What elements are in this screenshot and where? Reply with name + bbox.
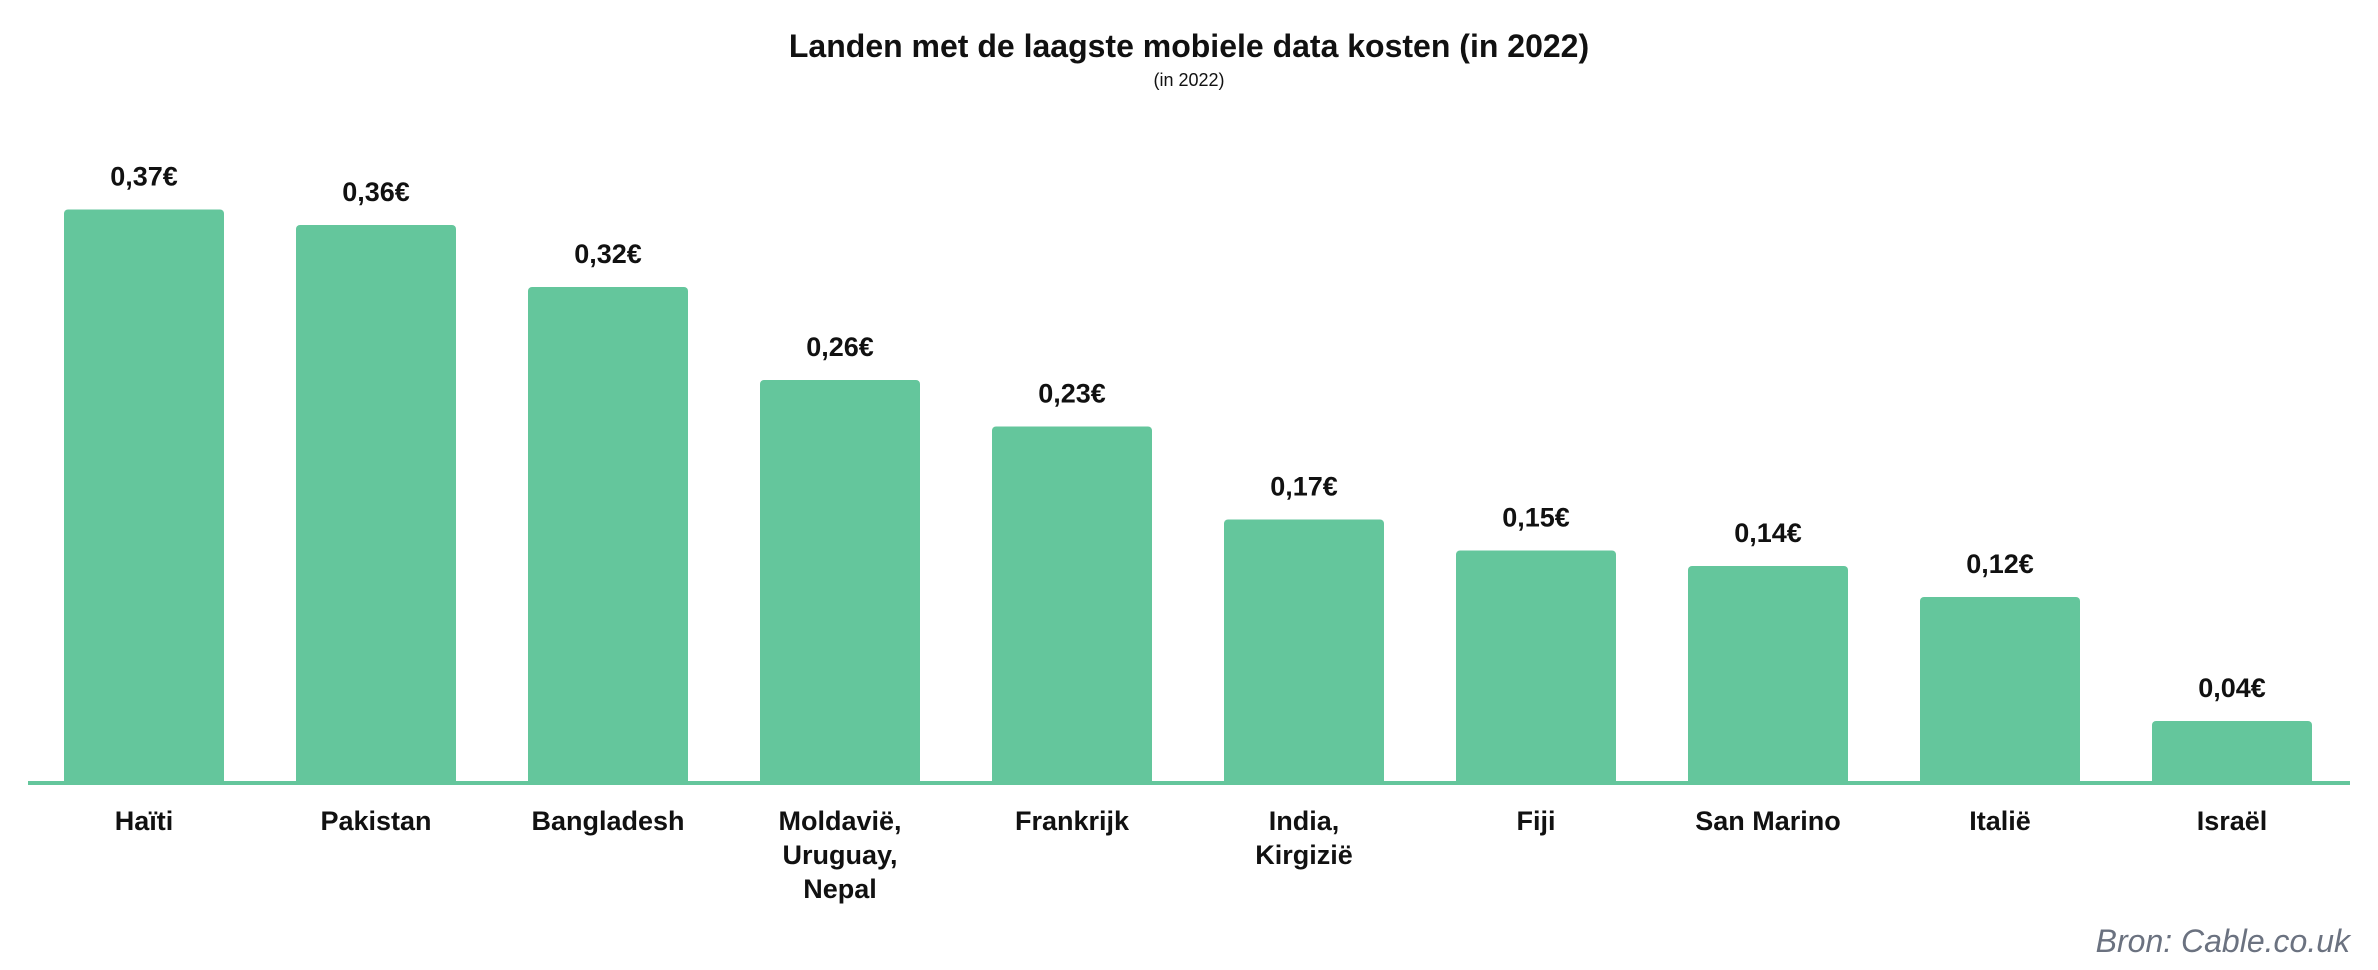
category-label-line: Haïti [115, 806, 174, 836]
bar-value-label: 0,14€ [1734, 518, 1802, 548]
bar [528, 287, 688, 785]
bar-value-label: 0,32€ [574, 239, 642, 269]
source-note: Bron: Cable.co.uk [2095, 923, 2350, 959]
category-label: Moldavië, Uruguay, Nepal [778, 806, 901, 904]
category-label-line: Bangladesh [531, 806, 684, 836]
bar [2152, 721, 2312, 785]
bar [992, 426, 1152, 785]
category-label-line: Italië [1969, 806, 2031, 836]
bar-value-label: 0,15€ [1502, 503, 1570, 533]
category-label-line: India, [1269, 806, 1340, 836]
category-label: Italië [1969, 806, 2031, 836]
category-label: Bangladesh [531, 806, 684, 836]
category-label-line: Uruguay, [782, 840, 897, 870]
category-label-line: Moldavië, [778, 806, 901, 836]
category-label-line: Nepal [803, 874, 877, 904]
chart-title: Landen met de laagste mobiele data koste… [788, 28, 1590, 64]
category-label: Pakistan [320, 806, 431, 836]
bar-value-label: 0,17€ [1270, 472, 1338, 502]
bar [1920, 597, 2080, 785]
bar [1224, 519, 1384, 785]
category-label-line: Frankrijk [1015, 806, 1130, 836]
category-label-line: Pakistan [320, 806, 431, 836]
bar [1456, 550, 1616, 785]
category-label: Israël [2197, 806, 2268, 836]
category-label-line: San Marino [1695, 806, 1841, 836]
category-label: Frankrijk [1015, 806, 1130, 836]
bars-group [64, 209, 2312, 785]
bar-value-label: 0,04€ [2198, 673, 2266, 703]
category-labels-group: Haïti Pakistan Bangladesh Moldavië, Uruguay,… [115, 806, 2268, 904]
value-labels-group: 0,37€ 0,36€ 0,32€ 0,26€ 0,23€ 0,17€ 0,15€ 0,14€… [110, 162, 2266, 704]
bar-value-label: 0,12€ [1966, 549, 2034, 579]
bar [760, 380, 920, 785]
bar [1688, 566, 1848, 785]
category-label: India, Kirgizië [1255, 806, 1353, 870]
bar [296, 225, 456, 785]
category-label: Fiji [1517, 806, 1556, 836]
category-label: San Marino [1695, 806, 1841, 836]
category-label-line: Israël [2197, 806, 2268, 836]
bar [64, 209, 224, 785]
category-label-line: Fiji [1517, 806, 1556, 836]
category-label-line: Kirgizië [1255, 840, 1353, 870]
category-label: Haïti [115, 806, 174, 836]
bar-value-label: 0,26€ [806, 332, 874, 362]
bar-value-label: 0,36€ [342, 177, 410, 207]
chart-subtitle: (in 2022) [1153, 70, 1225, 90]
bar-value-label: 0,23€ [1038, 379, 1106, 409]
bar-value-label: 0,37€ [110, 162, 178, 192]
